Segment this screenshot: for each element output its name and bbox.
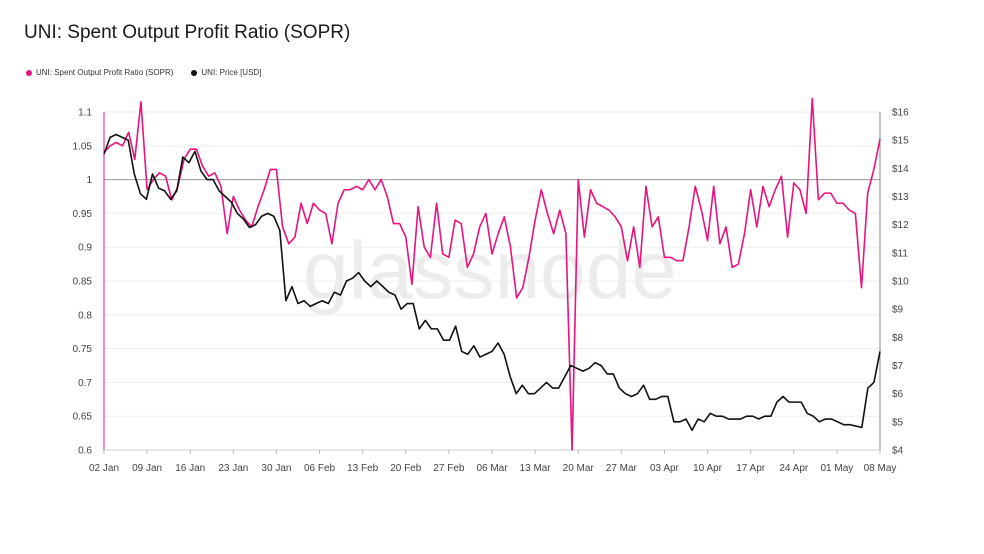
y-right-tick-label: $8: [892, 333, 904, 344]
y-right-tick-label: $12: [892, 220, 909, 231]
x-tick-label: 01 May: [820, 463, 853, 474]
y-right-tick-label: $4: [892, 446, 904, 457]
x-tick-label: 20 Feb: [390, 463, 422, 474]
y-left-tick-label: 0.6: [78, 446, 92, 457]
y-right-tick-label: $16: [892, 108, 909, 119]
y-left-tick-label: 0.95: [73, 209, 93, 220]
legend-item-price[interactable]: UNI: Price [USD]: [191, 68, 261, 77]
legend-marker-sopr: [26, 69, 32, 76]
series-line-price: [103, 133, 881, 432]
y-right-tick-label: $10: [892, 277, 909, 288]
y-left-tick-label: 0.85: [73, 277, 93, 288]
x-tick-label: 23 Jan: [218, 463, 248, 474]
x-tick-label: 02 Jan: [89, 463, 119, 474]
y-left-tick-label: 0.8: [78, 310, 92, 321]
x-tick-label: 27 Mar: [606, 463, 638, 474]
x-tick-label: 08 May: [864, 463, 897, 474]
chart-title: UNI: Spent Output Profit Ratio (SOPR): [24, 22, 351, 43]
y-left-ticks: 0.6 0.65 0.7 0.75 0.8 0.85 0.9 0.95 1 1.05 1.1: [73, 108, 93, 457]
legend-marker-price: [191, 69, 198, 76]
x-tick-label: 09 Jan: [132, 463, 162, 474]
x-tick-label: 03 Apr: [650, 463, 680, 474]
series-lines: [103, 97, 881, 451]
y-right-tick-label: $6: [892, 389, 904, 400]
y-right-tick-label: $9: [892, 305, 904, 316]
x-tick-label: 27 Feb: [433, 463, 465, 474]
x-tick-label: 13 Mar: [520, 463, 552, 474]
y-right-tick-label: $15: [892, 136, 909, 147]
legend-label-sopr: UNI: Spent Output Profit Ratio (SOPR): [36, 68, 174, 77]
grid-lines: [104, 111, 880, 451]
y-left-tick-label: 1: [86, 175, 92, 186]
y-right-tick-label: $13: [892, 192, 909, 203]
y-left-tick-label: 0.75: [73, 344, 93, 355]
x-tick-label: 24 Apr: [779, 463, 809, 474]
y-left-tick-label: 1.05: [73, 141, 93, 152]
x-tick-label: 13 Feb: [347, 463, 379, 474]
x-tick-label: 16 Jan: [175, 463, 205, 474]
series-line-sopr: [103, 97, 881, 451]
y-right-tick-label: $7: [892, 361, 904, 372]
legend-label-price: UNI: Price [USD]: [201, 68, 262, 77]
x-tick-label: 17 Apr: [736, 463, 766, 474]
y-left-tick-label: 1.1: [78, 108, 92, 119]
x-tick-label: 10 Apr: [693, 463, 723, 474]
y-left-tick-label: 0.9: [78, 243, 92, 254]
x-tick-label: 06 Feb: [304, 463, 336, 474]
y-left-tick-label: 0.7: [78, 378, 92, 389]
x-tick-label: 20 Mar: [563, 463, 595, 474]
legend-item-sopr[interactable]: UNI: Spent Output Profit Ratio (SOPR): [26, 68, 173, 77]
y-right-ticks: $4 $5 $6 $7 $8 $9 $10 $11 $12 $13 $14 $15 $16: [892, 108, 909, 457]
x-ticks: 02 Jan 09 Jan 16 Jan 23 Jan 30 Jan 06 Feb 13 F…: [89, 450, 896, 474]
x-tick-label: 06 Mar: [476, 463, 508, 474]
y-left-tick-label: 0.65: [73, 412, 93, 423]
y-right-tick-label: $5: [892, 417, 904, 428]
y-right-tick-label: $11: [892, 248, 908, 259]
legend: UNI: Spent Output Profit Ratio (SOPR) UN…: [26, 68, 261, 77]
x-tick-label: 30 Jan: [261, 463, 291, 474]
y-right-tick-label: $14: [892, 164, 909, 175]
